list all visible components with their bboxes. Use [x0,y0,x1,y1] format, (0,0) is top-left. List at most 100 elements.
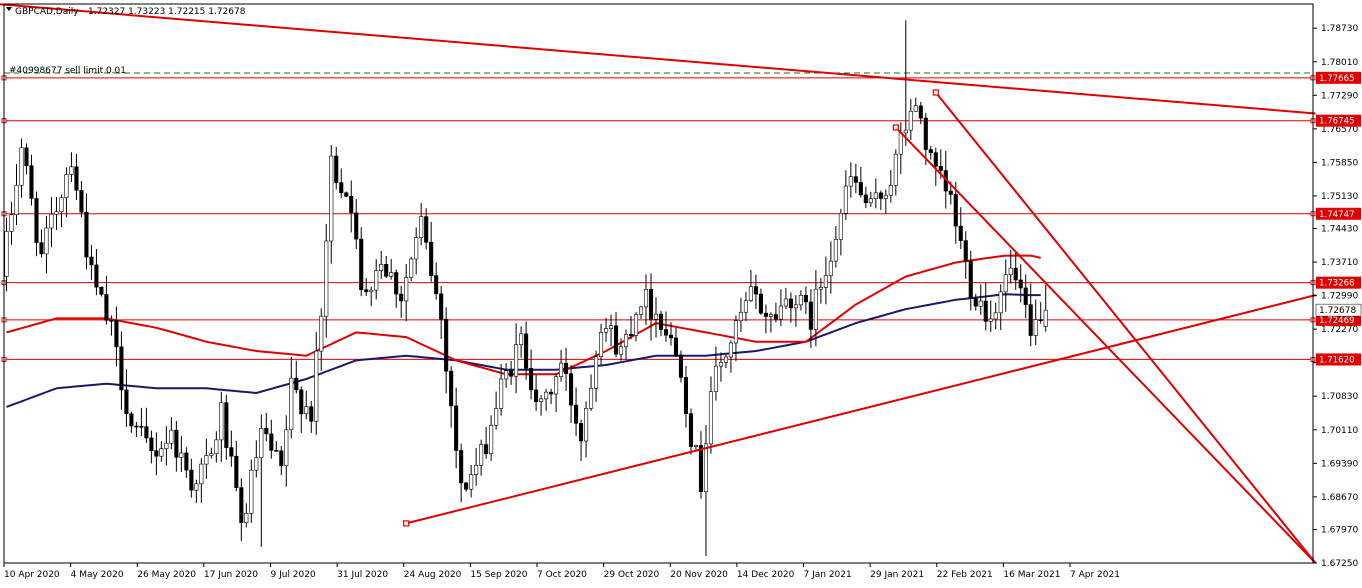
trendline-rising-support[interactable] [405,294,1316,525]
candle-body [1033,319,1038,336]
candle-body [434,275,439,295]
candle-body [1013,267,1018,281]
candle-body [399,293,404,302]
candle-body [883,194,888,199]
candle-body [893,153,898,186]
candle-body [234,455,239,488]
candle-body [693,445,699,447]
candle-body [793,304,798,309]
candle-body [284,429,289,466]
y-tick-label: 1.74430 [1321,225,1358,235]
slow-moving-average-line[interactable] [6,293,1041,408]
candle-body [658,313,664,330]
candle-body [179,452,184,458]
candle-body [948,190,953,195]
candle-body [489,424,494,455]
candle-body [1028,304,1033,336]
y-tick-label: 1.77290 [1321,91,1358,101]
candle-body [549,391,554,395]
trendline-descending-resistance[interactable] [0,3,1316,115]
candle-body [953,194,958,227]
candle-body [878,192,883,199]
candle-body [1023,287,1028,305]
y-tick-label: 1.70830 [1321,392,1358,402]
x-tick-label: 7 Jan 2021 [804,570,852,580]
level-price-label: 1.74747 [1319,210,1355,220]
candle-body [1003,274,1008,293]
candle-body [204,455,209,465]
candle-body [633,314,639,336]
candle-body [249,469,254,514]
level-price-tag [1316,276,1361,289]
candle-body [389,272,394,277]
candle-body [608,325,614,329]
candle-body [723,356,728,363]
candle-body [454,405,459,451]
trendline-channel-upper[interactable] [935,91,1317,564]
candle-body [973,298,978,307]
candle-body [259,428,264,459]
candle-body [479,444,484,466]
y-tick-label: 1.76570 [1321,125,1358,135]
candle-body [589,387,594,409]
fast-moving-average-line[interactable] [6,254,1041,376]
candle-body [229,447,234,457]
current-price-tag [1315,303,1362,317]
candle-body [174,429,179,458]
candle-body [623,334,629,348]
candle-body [798,295,803,306]
candle-body [668,334,674,339]
x-tick-label: 7 Oct 2020 [537,570,587,580]
candle-body [329,155,334,242]
candle-body [663,329,669,336]
candle-body [618,346,624,355]
candle-body [384,264,389,277]
candle-body [843,185,848,214]
symbol-label: GBPCAD,Daily [15,7,79,17]
candle-body [169,429,174,444]
y-tick-label: 1.68670 [1321,493,1358,503]
candle-body [444,318,449,372]
candle-body [424,216,429,243]
candle-body [79,190,84,213]
candle-body [509,370,514,377]
x-tick-label: 29 Jan 2021 [870,570,924,580]
candle-body [938,166,943,171]
collapse-triangle-icon[interactable] [6,7,12,11]
x-tick-label: 24 Aug 2020 [404,570,462,580]
trendline-anchor[interactable] [932,89,939,96]
x-tick-label: 7 Apr 2021 [1070,570,1120,580]
candle-body [449,370,454,407]
candle-body [708,391,714,445]
candle-body [214,439,219,455]
level-price-label: 1.72469 [1319,316,1355,326]
candle-body [99,286,104,295]
candle-body [698,445,704,493]
candle-body [524,333,529,369]
candle-body [718,362,724,367]
trendline-channel-lower[interactable] [895,126,1317,564]
candle-body [359,238,364,290]
candle-body [598,331,604,358]
candle-body [933,152,938,167]
candle-body [324,240,329,317]
candle-body [9,214,14,232]
candle-body [648,289,654,320]
candle-body [314,350,319,422]
candle-body [888,185,893,196]
level-price-tag [1316,114,1361,127]
trendline-anchor[interactable] [892,124,899,131]
candle-body [863,194,868,203]
candle-body [244,513,249,523]
candle-body [304,406,309,415]
current-price-label: 1.72678 [1319,306,1356,316]
level-price-label: 1.77665 [1319,74,1355,84]
trendline-anchor[interactable] [403,520,410,527]
candle-body [823,275,828,288]
candle-body [873,192,878,199]
candle-body [998,291,1003,314]
x-tick-label: 31 Jul 2020 [337,570,388,580]
candle-body [114,320,119,348]
